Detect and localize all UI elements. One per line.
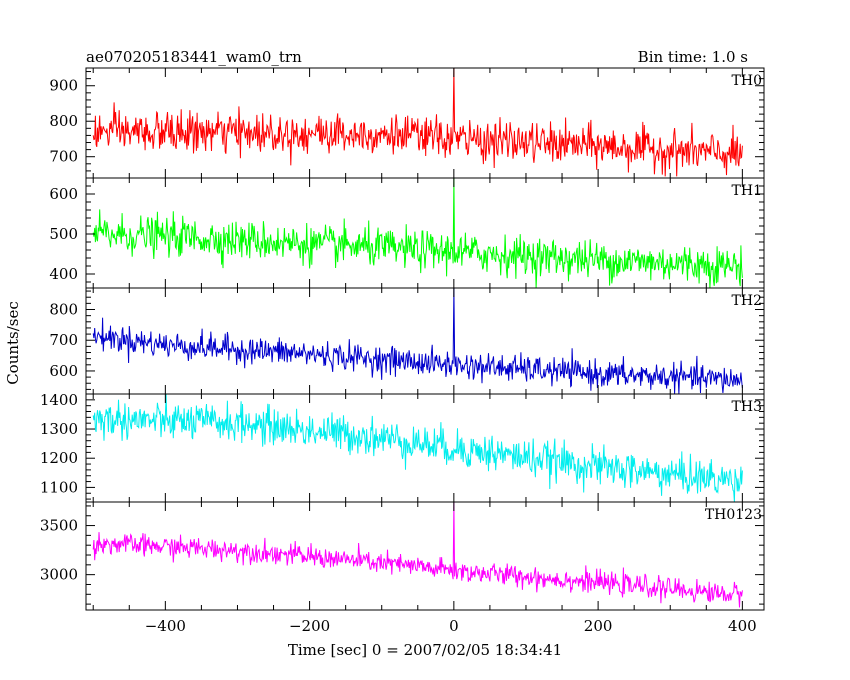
x-tick-label: 400: [728, 617, 757, 635]
y-tick-label: 1400: [40, 391, 78, 409]
panel-frame: [85, 501, 765, 611]
panels-group: 700 800 900 TH0 400 500 600 TH1 600 700 800 TH2 1100…: [40, 67, 765, 611]
y-tick-label: 3000: [40, 566, 78, 584]
x-axis-title: Time [sec] 0 = 2007/02/05 18:34:41: [288, 641, 562, 659]
header-right-title: Bin time: 1.0 s: [638, 48, 748, 66]
panel-label-th2: TH2: [732, 293, 762, 309]
x-tick-label: 0: [449, 617, 459, 635]
panel-th0123: 3000 3500 TH0123: [40, 501, 765, 611]
y-tick-label: 900: [49, 77, 78, 95]
y-tick-label: 400: [49, 265, 78, 283]
y-tick-label: 600: [49, 185, 78, 203]
series-line-th0123: [92, 502, 743, 608]
y-tick-label: 600: [49, 362, 78, 380]
panel-frame: [85, 177, 765, 289]
y-tick-label: 500: [49, 225, 78, 243]
y-tick-label: 1200: [40, 449, 78, 467]
x-tick-label: −400: [145, 617, 186, 635]
panel-label-th0: TH0: [732, 73, 762, 89]
panel-label-th0123: TH0123: [705, 507, 762, 523]
series-line-th1: [92, 178, 743, 288]
y-tick-label: 700: [49, 331, 78, 349]
series-line-th0: [92, 68, 743, 177]
y-tick-label: 1300: [40, 420, 78, 438]
y-axis-title: Counts/sec: [4, 301, 22, 385]
panel-label-th3: TH3: [732, 399, 762, 415]
x-axis: −400 −200 0 200 400: [145, 617, 757, 635]
x-tick-label: −200: [289, 617, 330, 635]
y-tick-label: 3500: [40, 517, 78, 535]
y-tick-label: 1100: [40, 478, 78, 496]
panel-th2: 600 700 800 TH2: [49, 287, 765, 395]
x-tick-label: 200: [584, 617, 613, 635]
series-line-th2: [92, 288, 743, 394]
panel-th3: 1100 1200 1300 1400 TH3: [40, 391, 765, 503]
y-tick-label: 700: [49, 148, 78, 166]
header-left-title: ae070205183441_wam0_trn: [86, 48, 302, 66]
y-tick-label: 800: [49, 112, 78, 130]
panel-label-th1: TH1: [732, 183, 762, 199]
panel-th0: 700 800 900 TH0: [49, 67, 765, 179]
series-line-th3: [92, 394, 743, 502]
y-tick-label: 800: [49, 301, 78, 319]
panel-th1: 400 500 600 TH1: [49, 177, 765, 289]
